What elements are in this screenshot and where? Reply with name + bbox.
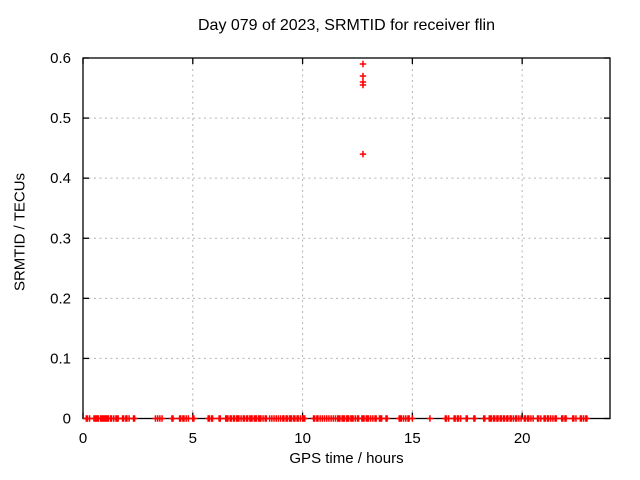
data-point-baseline (383, 415, 391, 422)
y-tick-label: 0.3 (50, 230, 71, 247)
data-point-baseline (464, 415, 471, 422)
data-point-baseline (409, 415, 416, 422)
x-tick-label: 10 (294, 430, 311, 447)
plot-border (82, 57, 611, 420)
data-point-baseline (426, 415, 434, 422)
x-axis-label: GPS time / hours (289, 450, 404, 467)
y-tick-label: 0.4 (50, 170, 71, 187)
y-tick-label: 0.6 (50, 50, 71, 67)
data-point-baseline (131, 415, 138, 422)
data-point-baseline (445, 415, 452, 422)
data-point-baseline (471, 415, 479, 422)
data-point-outlier (359, 150, 367, 158)
x-tick-label: 15 (404, 430, 421, 447)
y-axis-label: SRMTID / TECUs (11, 172, 29, 292)
data-point-baseline (457, 415, 464, 422)
y-tick-label: 0.5 (50, 110, 71, 127)
data-point-outlier (359, 72, 367, 80)
data-point-baseline (301, 415, 308, 422)
data-point-baseline (190, 415, 198, 422)
chart-title: Day 079 of 2023, SRMTID for receiver fli… (197, 17, 495, 34)
data-point-baseline (169, 415, 177, 422)
x-tick-label: 0 (79, 430, 87, 447)
data-point-baseline (583, 415, 591, 422)
y-tick-label: 0.1 (50, 350, 71, 367)
x-tick-label: 20 (514, 430, 531, 447)
y-tick-label: 0.2 (50, 290, 71, 307)
data-point-baseline (209, 415, 216, 422)
y-tick-label: 0 (63, 411, 71, 428)
data-point-baseline (158, 415, 166, 422)
data-point-baseline (217, 415, 224, 422)
x-tick-label: 5 (189, 430, 197, 447)
data-point-outlier (359, 60, 367, 68)
data-point-baseline (553, 415, 560, 422)
data-point-outlier (359, 81, 367, 89)
data-point-baseline (562, 415, 570, 422)
